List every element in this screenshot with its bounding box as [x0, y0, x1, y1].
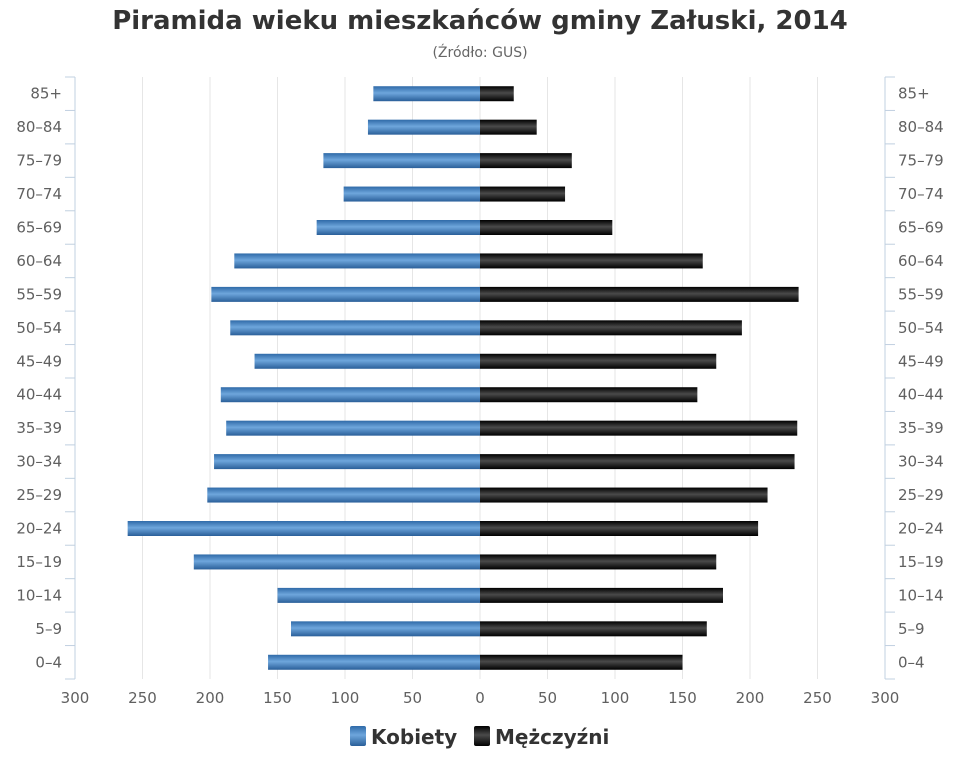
y-tick-label-right: 10–14 [898, 586, 944, 604]
y-tick-label-left: 45–49 [16, 352, 62, 370]
y-tick-label-left: 20–24 [16, 520, 62, 538]
y-tick-label-right: 25–29 [898, 486, 944, 504]
bar-mezczyzni-25-29[interactable] [480, 487, 768, 503]
bar-kobiety-30-34[interactable] [214, 454, 481, 470]
y-tick-label-right: 30–34 [898, 453, 944, 471]
legend-swatch-mezczyzni [474, 726, 490, 746]
y-tick-label-left: 85+ [30, 85, 62, 103]
y-tick-label-left: 75–79 [16, 152, 62, 170]
y-tick-label-left: 80–84 [16, 118, 62, 136]
chart-subtitle: (Źródło: GUS) [432, 45, 528, 61]
y-tick-label-left: 55–59 [16, 285, 62, 303]
y-tick-label-right: 20–24 [898, 520, 944, 538]
chart-title: Piramida wieku mieszkańców gminy Załuski… [112, 6, 848, 36]
x-tick-label: 200 [196, 689, 225, 707]
bar-kobiety-60-64[interactable] [234, 253, 480, 269]
y-tick-label-left: 15–19 [16, 553, 62, 571]
x-tick-label: 150 [263, 689, 292, 707]
legend: Kobiety Mężczyźni [350, 725, 609, 749]
y-tick-label-left: 65–69 [16, 219, 62, 237]
y-tick-label-right: 50–54 [898, 319, 944, 337]
bar-kobiety-85plus[interactable] [373, 86, 480, 102]
bar-kobiety-75-79[interactable] [323, 153, 480, 169]
x-tick-label: 250 [803, 689, 832, 707]
x-tick-label: 150 [668, 689, 697, 707]
x-tick-label: 300 [61, 689, 90, 707]
bar-mezczyzni-65-69[interactable] [480, 220, 613, 235]
y-tick-label-right: 5–9 [898, 620, 925, 638]
bar-kobiety-5-9[interactable] [291, 621, 480, 637]
bar-mezczyzni-30-34[interactable] [480, 454, 795, 470]
legend-label-kobiety[interactable]: Kobiety [371, 725, 457, 749]
y-tick-label-left: 70–74 [16, 185, 62, 203]
bar-mezczyzni-80-84[interactable] [480, 119, 537, 135]
x-tick-label: 250 [128, 689, 157, 707]
x-tick-label: 100 [331, 689, 360, 707]
x-tick-label: 100 [601, 689, 630, 707]
x-tick-label: 50 [403, 689, 422, 707]
bar-kobiety-15-19[interactable] [193, 554, 481, 570]
y-tick-label-left: 30–34 [16, 453, 62, 471]
bar-kobiety-20-24[interactable] [127, 521, 481, 536]
bar-mezczyzni-70-74[interactable] [480, 186, 566, 202]
bar-kobiety-50-54[interactable] [230, 320, 480, 336]
y-tick-label-left: 50–54 [16, 319, 62, 337]
legend-label-mezczyzni[interactable]: Mężczyźni [495, 725, 609, 749]
bar-mezczyzni-45-49[interactable] [480, 353, 717, 369]
bar-kobiety-65-69[interactable] [316, 220, 480, 235]
y-tick-label-right: 15–19 [898, 553, 944, 571]
bar-mezczyzni-85plus[interactable] [480, 86, 514, 102]
legend-swatch-kobiety [350, 726, 366, 746]
bar-mezczyzni-20-24[interactable] [480, 521, 759, 536]
bar-kobiety-10-14[interactable] [277, 587, 481, 603]
y-tick-label-right: 0–4 [898, 653, 925, 671]
x-tick-label: 300 [871, 689, 900, 707]
bar-mezczyzni-10-14[interactable] [480, 587, 723, 603]
y-tick-label-left: 5–9 [35, 620, 62, 638]
y-tick-label-right: 45–49 [898, 352, 944, 370]
bar-mezczyzni-40-44[interactable] [480, 387, 698, 403]
bar-mezczyzni-0-4[interactable] [480, 654, 683, 670]
y-tick-label-right: 40–44 [898, 386, 944, 404]
bar-mezczyzni-55-59[interactable] [480, 286, 799, 302]
y-tick-label-right: 85+ [898, 85, 930, 103]
bar-kobiety-0-4[interactable] [268, 654, 480, 670]
y-tick-label-right: 55–59 [898, 285, 944, 303]
y-tick-label-left: 25–29 [16, 486, 62, 504]
bar-kobiety-45-49[interactable] [254, 353, 480, 369]
bar-mezczyzni-15-19[interactable] [480, 554, 717, 570]
y-tick-label-right: 60–64 [898, 252, 944, 270]
x-tick-label: 0 [475, 689, 485, 707]
y-tick-label-right: 80–84 [898, 118, 944, 136]
y-tick-label-left: 40–44 [16, 386, 62, 404]
y-tick-label-left: 35–39 [16, 419, 62, 437]
bar-kobiety-55-59[interactable] [211, 286, 480, 302]
bar-kobiety-80-84[interactable] [367, 119, 480, 135]
x-tick-label: 200 [736, 689, 765, 707]
y-tick-label-right: 65–69 [898, 219, 944, 237]
bar-kobiety-25-29[interactable] [207, 487, 481, 503]
bar-mezczyzni-50-54[interactable] [480, 320, 742, 336]
bar-mezczyzni-35-39[interactable] [480, 420, 798, 436]
y-tick-label-right: 75–79 [898, 152, 944, 170]
bar-kobiety-40-44[interactable] [220, 387, 481, 403]
bar-kobiety-70-74[interactable] [343, 186, 480, 202]
bar-kobiety-35-39[interactable] [226, 420, 480, 436]
y-tick-label-right: 70–74 [898, 185, 944, 203]
bar-mezczyzni-75-79[interactable] [480, 153, 572, 169]
y-tick-label-left: 60–64 [16, 252, 62, 270]
bar-mezczyzni-5-9[interactable] [480, 621, 707, 637]
y-tick-label-left: 10–14 [16, 586, 62, 604]
x-tick-label: 50 [538, 689, 557, 707]
bar-mezczyzni-60-64[interactable] [480, 253, 703, 269]
y-tick-label-right: 35–39 [898, 419, 944, 437]
y-tick-label-left: 0–4 [35, 653, 62, 671]
